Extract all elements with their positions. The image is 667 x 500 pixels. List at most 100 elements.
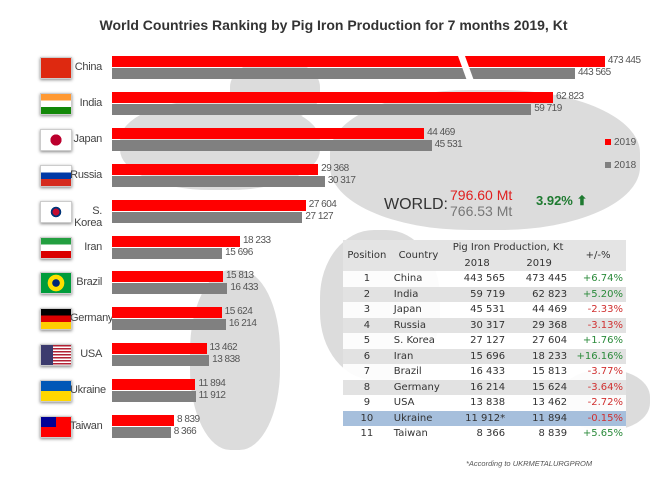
data-label-2018: 15 696 [225, 246, 253, 258]
table-cell: 62 823 [508, 286, 571, 302]
table-cell: -2.72% [570, 395, 626, 411]
table-cell: 4 [343, 317, 391, 333]
table-row: 7 Brazil 16 433 15 813 -3.77% [343, 364, 626, 380]
bar-2018 [112, 391, 196, 403]
category-label: Brazil [76, 276, 102, 289]
table-cell: 10 [343, 410, 391, 426]
table-cell: 2 [343, 286, 391, 302]
table-cell: Brazil [390, 364, 447, 380]
table-row: 11 Taiwan 8 366 8 839 +5.65% [343, 426, 626, 442]
table-cell: 18 233 [508, 348, 571, 364]
flag-icon-china [40, 57, 72, 79]
table-cell: 5 [343, 333, 391, 349]
flag-icon-india [40, 92, 72, 115]
table-cell: 6 [343, 348, 391, 364]
bar-2019 [112, 307, 222, 319]
table-cell: +5.65% [570, 426, 626, 442]
data-label-2018: 27 127 [305, 210, 334, 222]
data-label-2019: 473 445 [607, 55, 641, 66]
table-row: 3 Japan 45 531 44 469 -2.33% [343, 302, 626, 318]
bar-2019 [112, 127, 425, 139]
bar-2019 [112, 379, 196, 391]
table-cell: 59 719 [446, 286, 509, 302]
table-cell: 7 [343, 364, 391, 380]
bar-2018 [112, 283, 228, 295]
data-label-2018: 8 366 [173, 426, 197, 437]
table-cell: 11 894 [508, 410, 571, 426]
table-cell: Germany [390, 379, 447, 395]
table-cell: 9 [343, 395, 391, 411]
bar-2019 [112, 199, 306, 211]
category-label: Ukraine [70, 384, 106, 397]
table-cell: 443 565 [446, 271, 509, 287]
table-cell: +6.74% [570, 271, 626, 287]
legend-2018: 2018 [605, 160, 636, 171]
table-cell: S. Korea [390, 333, 447, 349]
table-cell: 16 214 [446, 379, 509, 395]
data-label-2018: 16 433 [230, 282, 258, 294]
flag-icon-iran [40, 236, 72, 259]
table-cell: 11 [343, 426, 391, 442]
data-label-2018: 45 531 [434, 138, 463, 150]
table-cell: 1 [343, 271, 391, 287]
data-label-2019: 15 813 [226, 270, 254, 282]
data-label-2018: 16 214 [228, 318, 257, 330]
bar-2018 [112, 139, 432, 151]
data-label-2019: 8 839 [177, 414, 200, 425]
flag-icon-brazil [40, 272, 72, 295]
table-cell: +5.20% [570, 286, 626, 302]
category-label: Taiwan [70, 420, 103, 432]
world-2018: 766.53 Mt [450, 203, 513, 219]
table-cell: -3.64% [570, 379, 626, 395]
world-2019: 796.60 Mt [450, 187, 513, 203]
category-label: USA [80, 348, 102, 361]
table-row: 1 China 443 565 473 445 +6.74% [343, 271, 626, 287]
data-label-2018: 30 317 [327, 174, 356, 186]
table-cell: -3.13% [570, 317, 626, 333]
data-label-2019: 15 624 [224, 306, 253, 318]
th-change: +/-% [570, 240, 626, 271]
table-cell: Iran [390, 348, 447, 364]
table-cell: 13 838 [446, 395, 509, 411]
table-cell: 27 604 [508, 333, 571, 349]
table-cell: Ukraine [390, 410, 447, 426]
table-cell: 11 912* [446, 410, 509, 426]
category-label: Japan [73, 132, 103, 145]
table-row: 4 Russia 30 317 29 368 -3.13% [343, 317, 626, 333]
category-label: India [79, 96, 103, 109]
table-cell: India [390, 286, 447, 302]
table-cell: +16.16% [570, 348, 626, 364]
bar-2018 [112, 427, 171, 438]
table-cell: 44 469 [508, 302, 571, 318]
category-label: Russia [70, 168, 102, 181]
table-cell: -0.15% [570, 410, 626, 426]
table-cell: 30 317 [446, 317, 509, 333]
up-arrow-icon: ⬆ [576, 193, 588, 208]
category-label: China [74, 61, 103, 73]
flag-icon-japan [40, 128, 72, 151]
bar-2019 [112, 343, 207, 355]
table-cell: Taiwan [390, 426, 447, 442]
table-row: 6 Iran 15 696 18 233 +16.16% [343, 348, 626, 364]
flag-icon-russia [40, 164, 72, 187]
table-cell: 3 [343, 302, 391, 318]
data-label-2018: 11 912 [198, 390, 226, 402]
flag-icon-skorea [40, 200, 72, 223]
data-label-2019: 62 823 [556, 90, 584, 102]
data-label-2019: 44 469 [427, 126, 455, 138]
bar-2018 [112, 211, 303, 223]
production-table: Position Country Pig Iron Production, Kt +/… [343, 240, 626, 442]
table-cell: 15 624 [508, 379, 571, 395]
bar-2019 [112, 235, 240, 247]
bar-2019 [112, 56, 605, 67]
bar-2018 [112, 355, 210, 367]
bar-2018 [112, 247, 223, 259]
category-label: Iran [84, 240, 102, 253]
world-change: 3.92% ⬆ [536, 193, 588, 208]
data-label-2018: 59 719 [534, 102, 562, 114]
bar-2019 [112, 91, 554, 103]
table-cell: -2.33% [570, 302, 626, 318]
table-cell: 8 366 [446, 426, 509, 442]
data-label-2019: 27 604 [308, 198, 337, 210]
